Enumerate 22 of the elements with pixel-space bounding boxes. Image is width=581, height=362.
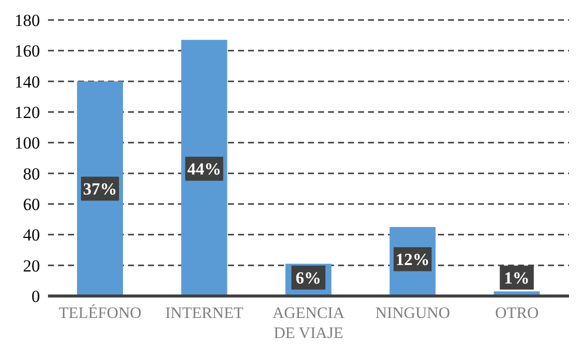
y-tick-label: 180 <box>14 11 40 30</box>
y-tick-label: 80 <box>23 164 40 184</box>
bar <box>77 81 123 296</box>
annotation: 37% <box>83 180 117 199</box>
x-tick-label: NINGUNO <box>375 305 450 322</box>
annotation: 1% <box>504 268 530 288</box>
annotation: 12% <box>396 250 430 270</box>
y-tick-label: 140 <box>14 72 40 92</box>
x-tick-label: INTERNET <box>165 305 244 322</box>
y-tick-label: 160 <box>14 42 40 61</box>
annotation: 6% <box>296 268 322 288</box>
y-tick-label: 100 <box>14 134 40 153</box>
x-tick-label: OTRO <box>495 305 539 322</box>
annotation: 44% <box>187 160 222 179</box>
bar <box>181 40 228 296</box>
y-tick-label: 60 <box>23 195 40 214</box>
y-tick-label: 40 <box>23 226 40 245</box>
y-tick-label: 20 <box>23 256 40 276</box>
y-tick-label: 0 <box>32 287 40 306</box>
y-tick-label: 120 <box>14 103 40 122</box>
x-tick-label: AGENCIA DE VIAJE <box>272 305 345 342</box>
x-tick-label: TELÉFONO <box>58 304 142 322</box>
